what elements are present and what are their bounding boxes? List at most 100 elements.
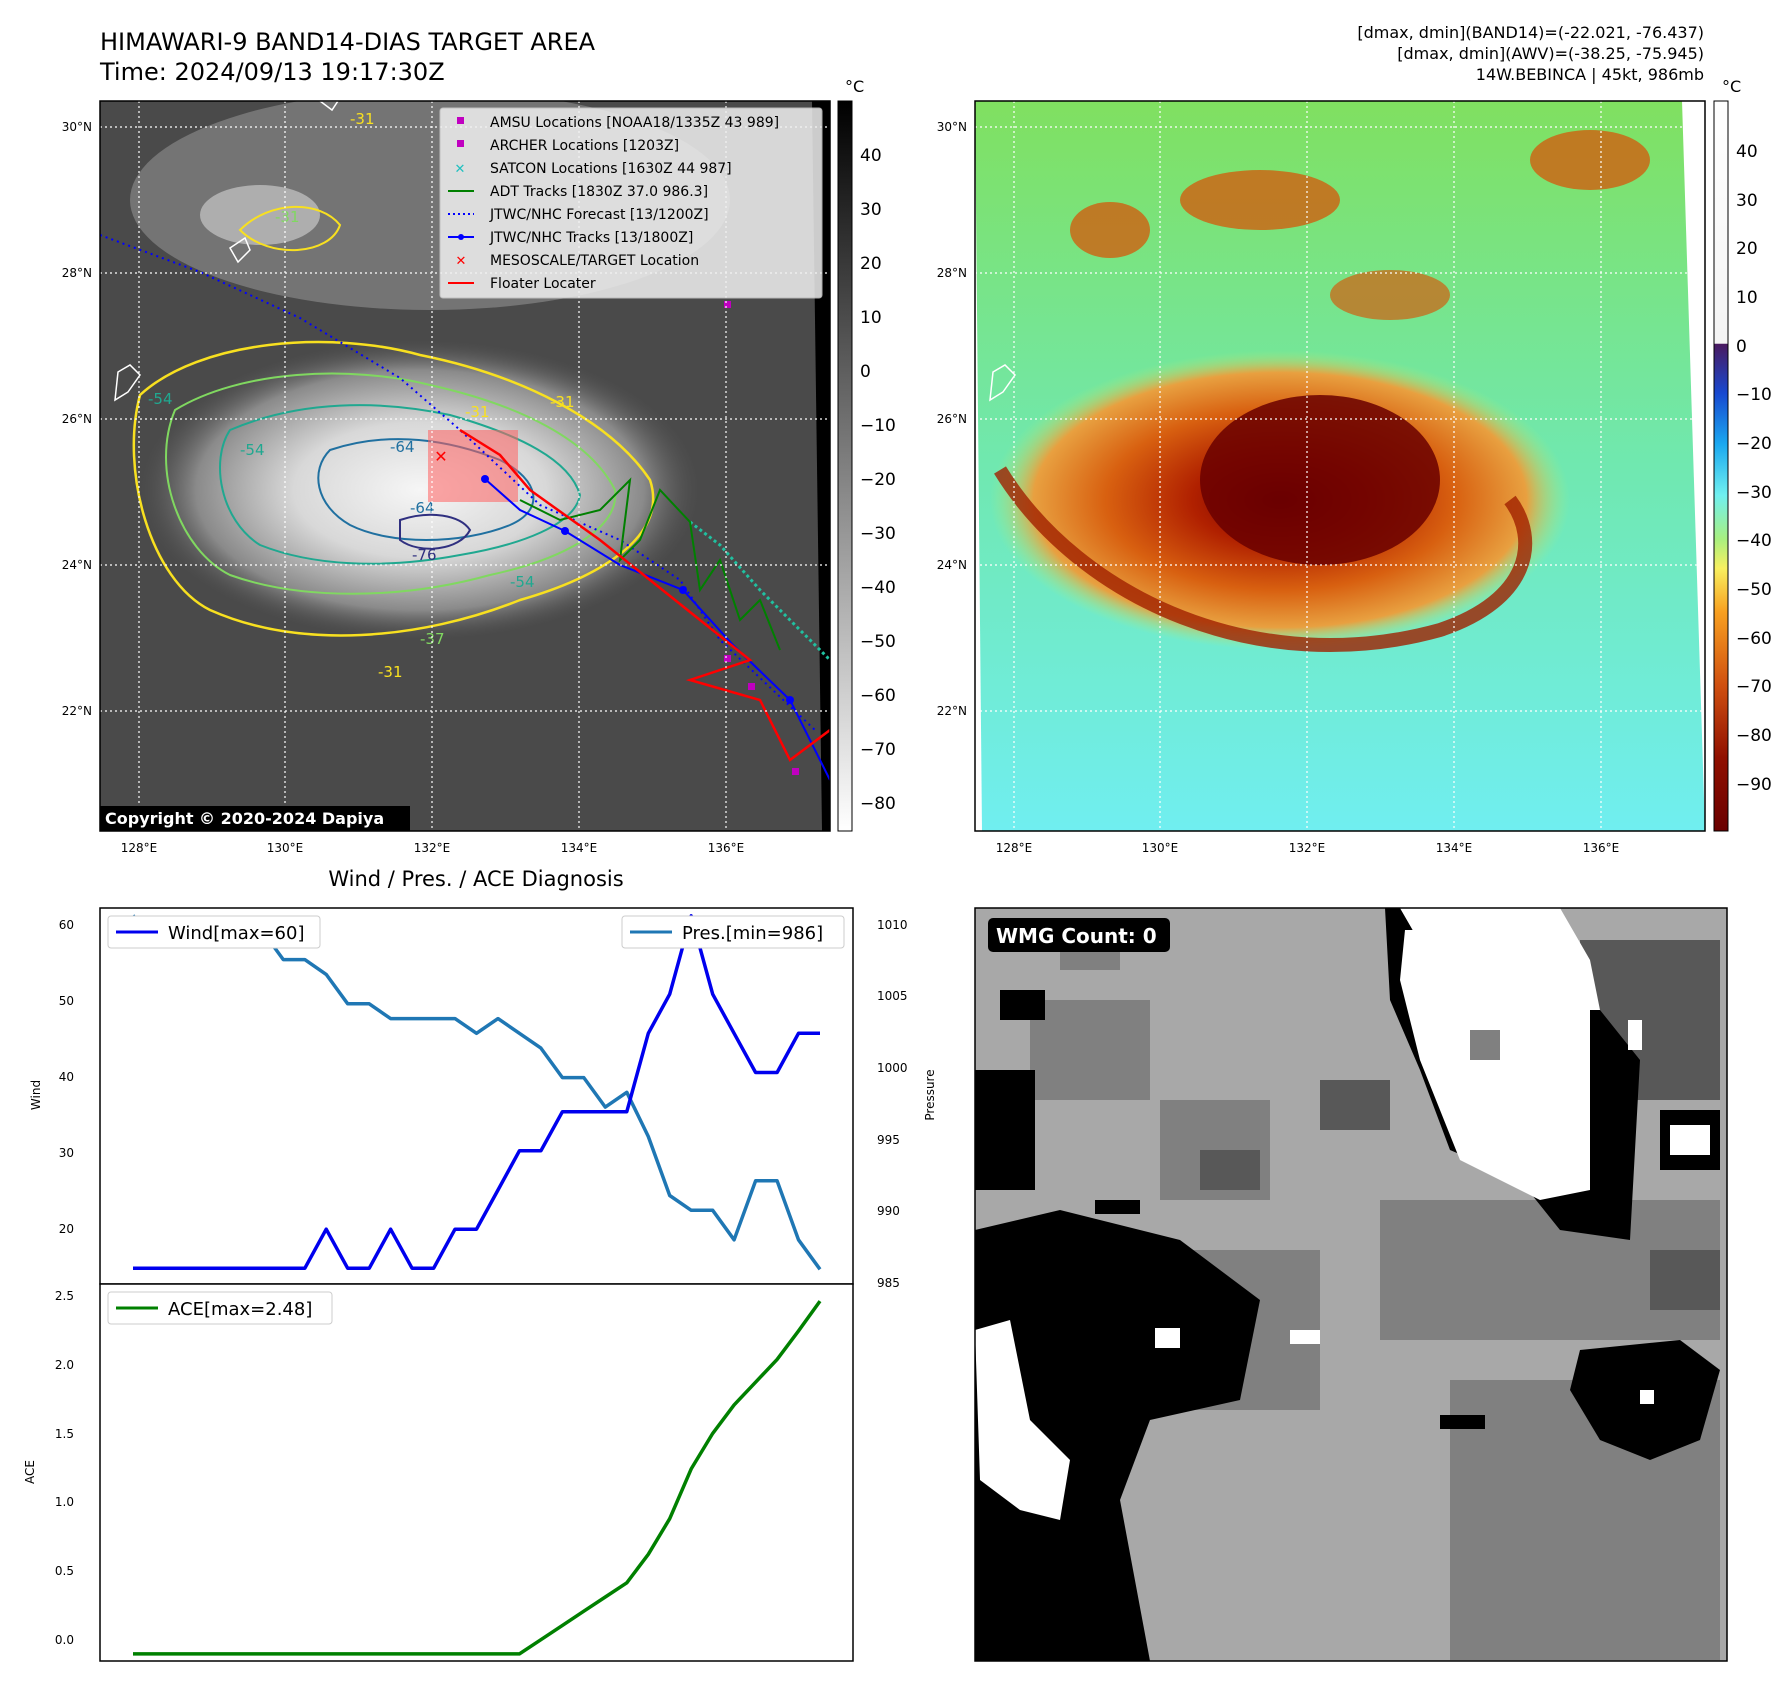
jtwc-track-point <box>561 527 569 535</box>
pres-tick: 1000 <box>877 1061 908 1075</box>
lon-tick: 132°E <box>1289 841 1326 855</box>
legend-satcon-swatch: ✕ <box>455 162 466 177</box>
ace-marks <box>133 1300 822 1656</box>
color-colorbar-bar <box>1713 100 1729 832</box>
lon-tick: 136°E <box>1583 841 1620 855</box>
lat-tick: 30°N <box>937 120 967 134</box>
color-gridlines <box>975 101 1705 831</box>
ace-tick: 0.0 <box>55 1633 74 1647</box>
pres-tick: 985 <box>877 1276 900 1290</box>
lon-tick: 134°E <box>561 841 598 855</box>
lat-tick: 22°N <box>937 704 967 718</box>
wind-legend-label: Wind[max=60] <box>168 923 305 944</box>
wmg-black-cell <box>1440 1415 1485 1429</box>
amsu-marker <box>724 301 731 308</box>
ace-legend: ACE[max=2.48] <box>107 1291 333 1325</box>
pres-tick: 1010 <box>877 918 908 932</box>
mesoscale-marker: ✕ <box>434 447 447 466</box>
lat-tick: 28°N <box>62 266 92 280</box>
lon-tick: 128°E <box>996 841 1033 855</box>
cb-tick: −10 <box>1736 385 1772 405</box>
jtwc-track-point <box>786 696 794 704</box>
wind-ticks: 60 50 40 30 20 <box>59 918 74 1236</box>
ace-chart-frame <box>99 1283 854 1662</box>
cb-tick: −20 <box>1736 434 1772 454</box>
cb-tick: 30 <box>860 200 882 220</box>
legend-mesoscale-swatch: ✕ <box>456 254 467 269</box>
color-coastline <box>989 364 1016 402</box>
satcon-track <box>689 520 830 662</box>
wmg-black-region <box>975 1210 1260 1661</box>
wmg-white-cell <box>1628 1020 1642 1050</box>
color-colorbar-ticks: 40 30 20 10 0 −10 −20 −30 −40 −50 −60 −7… <box>1736 142 1772 795</box>
legend-entry: JTWC/NHC Tracks [13/1800Z] <box>489 230 693 246</box>
legend-entry: MESOSCALE/TARGET Location <box>490 253 699 269</box>
cb-tick: 40 <box>1736 142 1758 162</box>
mesoscale-target-box <box>428 430 518 502</box>
wmg-region <box>1200 1150 1260 1190</box>
wmg-count-label: WMG Count: 0 <box>996 924 1157 948</box>
coastline-amami <box>229 236 251 264</box>
color-rainband <box>994 466 1533 653</box>
contour-label: -64 <box>390 438 415 456</box>
contour-minus54 <box>219 404 582 565</box>
ir-map-frame <box>99 100 831 832</box>
cb-tick: −40 <box>1736 531 1772 551</box>
info-band14: [dmax, dmin](BAND14)=(-22.021, -76.437) <box>1357 23 1704 42</box>
diagnosis-title: Wind / Pres. / ACE Diagnosis <box>328 867 623 891</box>
legend-amsu-swatch <box>457 117 464 124</box>
pres-legend-label: Pres.[min=986] <box>682 923 823 944</box>
pres-tick: 995 <box>877 1133 900 1147</box>
lon-tick: 130°E <box>1142 841 1179 855</box>
cb-tick: 40 <box>860 146 882 166</box>
gray-colorbar-ticks: 40 30 20 10 0 −10 −20 −30 −40 −50 −60 −7… <box>860 146 896 814</box>
lat-tick: 24°N <box>62 558 92 572</box>
color-map-frame <box>974 100 1706 832</box>
ace-axis-label: ACE <box>23 1460 37 1484</box>
color-colorbar: °C 40 30 20 10 0 −10 −20 −30 −40 −50 −60… <box>1713 77 1772 832</box>
lat-tick: 30°N <box>62 120 92 134</box>
wmg-white-region <box>975 1320 1070 1520</box>
legend-entry: ARCHER Locations [1203Z] <box>490 138 679 154</box>
contour-label: -54 <box>148 390 173 408</box>
contour-label: -76 <box>412 546 437 564</box>
archer-marker <box>724 655 731 662</box>
contour-label: -31 <box>275 208 300 226</box>
cb-tick: −10 <box>860 416 896 436</box>
copyright-box <box>100 806 410 831</box>
cb-tick: 10 <box>860 308 882 328</box>
wind-legend: Wind[max=60] <box>107 915 321 949</box>
legend-entry: Floater Locater <box>490 276 596 292</box>
legend-entry: ADT Tracks [1830Z 37.0 986.3] <box>490 184 708 200</box>
ace-tick: 0.5 <box>55 1564 74 1578</box>
cb-tick: −30 <box>860 524 896 544</box>
wmg-black-cell <box>1095 1200 1140 1214</box>
adt-track <box>519 477 781 651</box>
gray-colorbar-unit: °C <box>845 77 864 96</box>
cb-tick: 20 <box>860 254 882 274</box>
legend-entry: SATCON Locations [1630Z 44 987] <box>490 161 732 177</box>
figure-title: HIMAWARI-9 BAND14-DIAS TARGET AREA <box>100 28 596 56</box>
wmg-black-region <box>975 1070 1035 1190</box>
ace-tick: 2.5 <box>55 1289 74 1303</box>
cb-tick: −20 <box>860 470 896 490</box>
lon-tick: 132°E <box>414 841 451 855</box>
cb-tick: −80 <box>860 794 896 814</box>
wmg-region <box>1030 1000 1150 1100</box>
color-colorbar-unit: °C <box>1722 77 1741 96</box>
lat-tick: 28°N <box>937 266 967 280</box>
cb-tick: 0 <box>1736 337 1747 357</box>
pres-ticks: 1010 1005 1000 995 990 985 <box>877 918 908 1290</box>
pres-tick: 1005 <box>877 989 908 1003</box>
cb-tick: 0 <box>860 362 871 382</box>
wmg-white-cell <box>1155 1328 1180 1348</box>
cb-tick: −60 <box>860 686 896 706</box>
jtwc-track <box>484 478 830 781</box>
cb-tick: −70 <box>860 740 896 760</box>
gray-colorbar: °C 40 30 20 10 0 −10 −20 −30 −40 −50 −60… <box>837 77 896 832</box>
contour-label: -31 <box>378 663 403 681</box>
wind-tick: 20 <box>59 1222 74 1236</box>
floater-locater <box>459 428 830 762</box>
wmg-frame <box>974 907 1728 1662</box>
wind-series-line <box>133 914 820 1271</box>
